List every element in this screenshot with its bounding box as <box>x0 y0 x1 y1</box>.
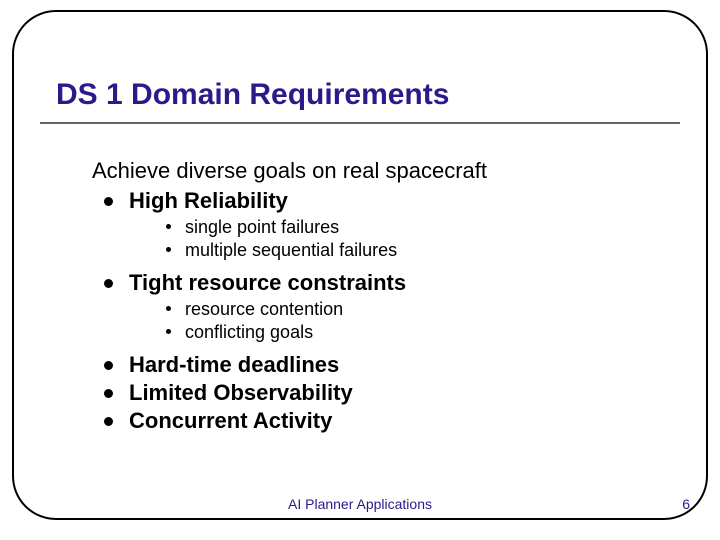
subbullet-resource-contention: resource contention <box>166 298 660 321</box>
subbullet-multiple-seq: multiple sequential failures <box>166 239 660 262</box>
dot-bullet-icon <box>166 306 171 311</box>
page-number: 6 <box>682 496 690 512</box>
content-area: Achieve diverse goals on real spacecraft… <box>92 158 660 436</box>
spacer <box>92 344 660 350</box>
intro-text: Achieve diverse goals on real spacecraft <box>92 158 660 184</box>
disc-bullet-icon <box>104 417 113 426</box>
dot-bullet-icon <box>166 247 171 252</box>
disc-bullet-icon <box>104 389 113 398</box>
spacer <box>92 262 660 268</box>
subbullet-label: conflicting goals <box>185 321 313 344</box>
title-underline <box>40 122 680 124</box>
subbullet-label: resource contention <box>185 298 343 321</box>
bullet-concurrent: Concurrent Activity <box>104 408 660 434</box>
subbullet-conflicting-goals: conflicting goals <box>166 321 660 344</box>
subbullet-label: single point failures <box>185 216 339 239</box>
bullet-label: Limited Observability <box>129 380 353 406</box>
disc-bullet-icon <box>104 361 113 370</box>
disc-bullet-icon <box>104 279 113 288</box>
slide: DS 1 Domain Requirements Achieve diverse… <box>0 0 720 540</box>
bullet-tight-resource: Tight resource constraints <box>104 270 660 296</box>
bullet-label: Hard-time deadlines <box>129 352 339 378</box>
bullet-limited-obs: Limited Observability <box>104 380 660 406</box>
footer-title: AI Planner Applications <box>0 496 720 512</box>
bullet-label: High Reliability <box>129 188 288 214</box>
disc-bullet-icon <box>104 197 113 206</box>
subbullet-single-point: single point failures <box>166 216 660 239</box>
slide-title: DS 1 Domain Requirements <box>56 78 449 112</box>
bullet-label: Tight resource constraints <box>129 270 406 296</box>
bullet-hard-time: Hard-time deadlines <box>104 352 660 378</box>
subbullet-label: multiple sequential failures <box>185 239 397 262</box>
dot-bullet-icon <box>166 224 171 229</box>
dot-bullet-icon <box>166 329 171 334</box>
bullet-high-reliability: High Reliability <box>104 188 660 214</box>
bullet-label: Concurrent Activity <box>129 408 332 434</box>
